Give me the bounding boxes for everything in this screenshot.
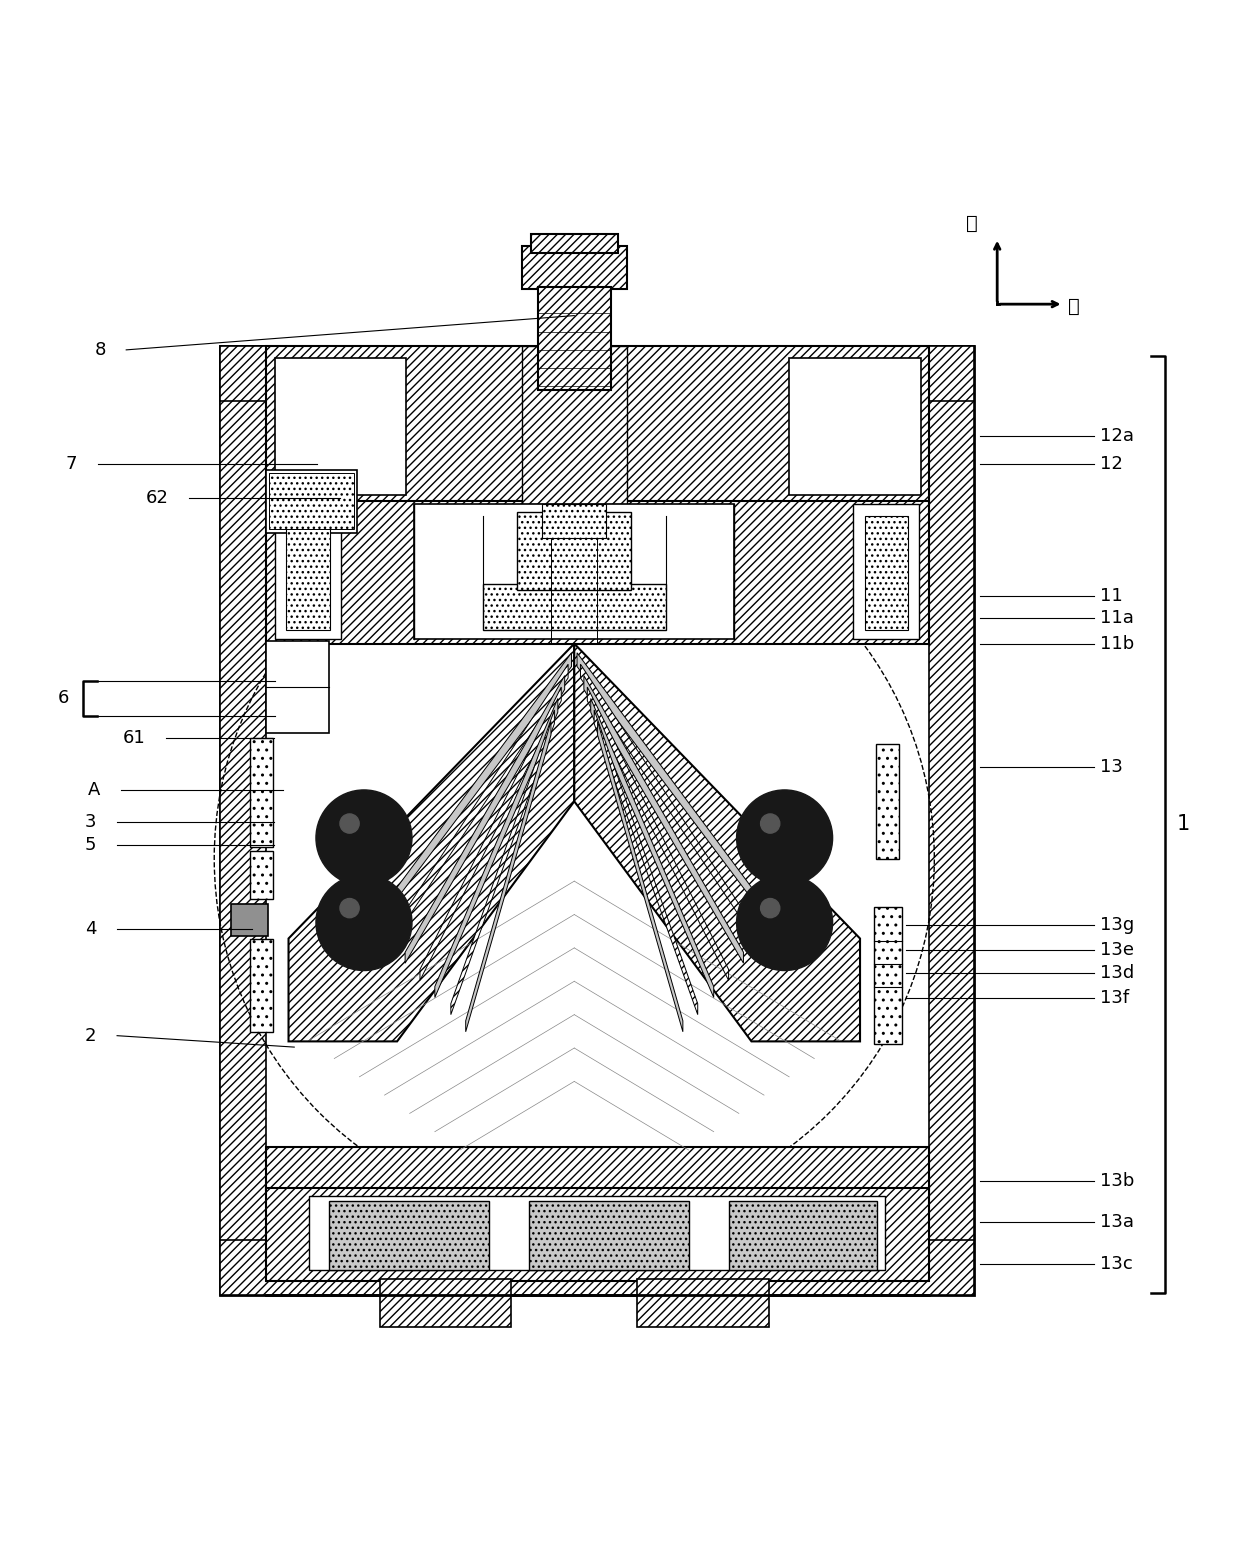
Bar [517,512,631,590]
Text: 13a: 13a [1100,1213,1135,1232]
Polygon shape [594,710,698,1015]
Text: 13c: 13c [1100,1255,1133,1274]
Bar [249,939,273,1032]
Text: 61: 61 [123,730,145,747]
Polygon shape [389,665,568,947]
Text: 13f: 13f [1100,989,1130,1007]
Bar [219,1241,975,1295]
Circle shape [737,789,832,886]
Text: 4: 4 [86,920,97,939]
Bar [309,1196,885,1271]
Circle shape [316,875,412,970]
Text: 11: 11 [1100,587,1122,604]
Polygon shape [574,643,861,1042]
Bar [729,1202,877,1271]
Text: 1: 1 [1177,814,1190,835]
Bar [219,347,265,1249]
Bar [265,501,929,643]
Bar [219,347,975,402]
Text: 6: 6 [58,690,69,707]
Bar [864,515,908,631]
Bar [265,1146,929,1190]
Polygon shape [289,643,574,1042]
Text: 7: 7 [66,455,77,473]
Bar [637,1280,769,1327]
Text: A: A [88,782,100,799]
Text: 13d: 13d [1100,964,1135,982]
Text: 3: 3 [86,813,97,831]
Polygon shape [590,699,714,998]
Bar [269,473,353,529]
Bar [286,515,330,631]
Polygon shape [405,676,564,964]
Polygon shape [598,721,683,1032]
Bar [853,504,920,638]
Bar [275,358,407,495]
Bar [531,235,618,252]
Text: 13: 13 [1100,758,1123,775]
Polygon shape [584,676,744,964]
Circle shape [760,814,780,833]
Bar [329,1202,489,1271]
Text: 2: 2 [86,1026,97,1045]
Bar [522,246,627,290]
Bar [379,1280,511,1327]
Text: 11a: 11a [1100,609,1133,627]
Bar [929,347,975,1249]
Text: 11b: 11b [1100,635,1135,652]
Text: 右: 右 [1068,297,1080,316]
Polygon shape [451,710,554,1015]
Bar [542,504,606,539]
Polygon shape [577,652,774,930]
Bar [275,504,341,638]
Text: 13b: 13b [1100,1172,1135,1190]
Polygon shape [588,687,729,981]
Bar [219,347,975,1295]
Polygon shape [580,665,759,947]
Text: 5: 5 [86,836,97,853]
Text: 8: 8 [94,341,105,358]
Bar [265,470,357,532]
Circle shape [760,898,780,917]
Text: 13g: 13g [1100,916,1135,934]
Text: 12a: 12a [1100,427,1135,445]
Circle shape [737,875,832,970]
Bar [875,744,899,858]
Text: 62: 62 [145,489,169,508]
Bar [482,584,666,631]
Circle shape [340,898,360,917]
Bar [528,1202,688,1271]
Bar [265,1188,929,1281]
Bar [414,504,734,638]
Bar [249,850,273,898]
Bar [249,738,273,847]
Bar [538,286,611,389]
Text: 13e: 13e [1100,940,1135,959]
Text: 12: 12 [1100,455,1123,473]
Bar [232,905,268,936]
Circle shape [340,814,360,833]
Polygon shape [420,687,562,981]
Bar [265,347,929,504]
Bar [874,906,903,1043]
Polygon shape [435,699,558,998]
Polygon shape [466,721,551,1032]
Polygon shape [374,652,572,930]
Bar [522,347,627,504]
Text: 上: 上 [966,215,978,234]
Bar [265,641,329,733]
Bar [789,358,920,495]
Circle shape [316,789,412,886]
